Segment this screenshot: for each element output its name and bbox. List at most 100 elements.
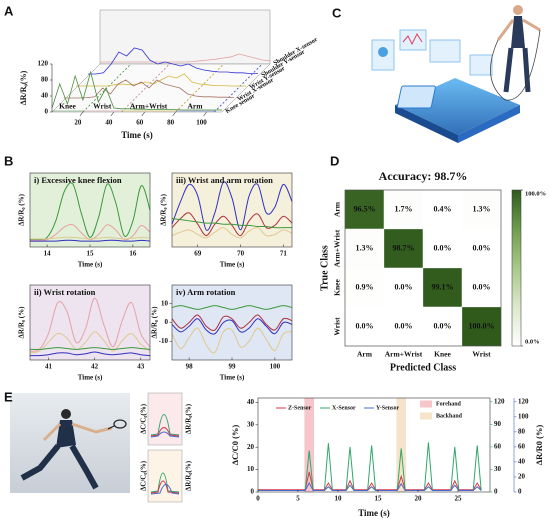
back-wall	[99, 9, 271, 65]
heatmap-cell	[422, 228, 463, 269]
y-tick-label: 100	[518, 412, 529, 420]
x-tick-label: Knee	[434, 350, 451, 359]
y-axis-label: ΔR/R₀ (%)	[160, 193, 168, 226]
panel-label: A	[4, 3, 14, 18]
x-axis-label: Time (s)	[358, 508, 390, 518]
heatmap-cell	[383, 306, 424, 347]
heatmap-cell	[344, 228, 385, 269]
x-axis-label: Time (s)	[220, 261, 245, 269]
x-tick	[203, 111, 207, 117]
series-line	[171, 314, 293, 331]
x-tick-label: 41	[45, 363, 53, 371]
series-line	[29, 351, 151, 357]
heatmap-cell	[422, 267, 463, 308]
y-tick-label: 0	[518, 488, 522, 496]
y-tick-label: 0	[251, 488, 255, 496]
heatmap-cell	[422, 306, 463, 347]
y-tick-label: Arm+Wrist	[333, 229, 342, 267]
legend-label: Z-Sensor	[288, 405, 312, 411]
x-tick-label: Arm+Wrist	[385, 350, 423, 359]
cell-label: 100.0%	[469, 321, 495, 330]
y-tick-label: 10	[161, 299, 169, 307]
y-tick-label: 120	[38, 60, 49, 68]
x-tick	[172, 111, 176, 117]
y-axis-label: ΔC/C0 (%)	[230, 425, 240, 466]
cell-label: 1.3%	[473, 204, 491, 213]
cell-label: 0.0%	[395, 282, 413, 291]
plot-background	[30, 173, 150, 247]
chart-title: iv) Arm rotation	[176, 287, 236, 297]
inset-left-label: ΔC/C₀(%)	[140, 460, 148, 491]
y-tick-label: 30	[247, 420, 255, 428]
y-tick-label: 20	[518, 473, 526, 481]
panel-label: B	[4, 153, 13, 168]
highlight	[304, 398, 314, 492]
y-axis-label: ΔR/R₀ (%)	[151, 306, 159, 339]
panel-label: E	[4, 389, 13, 404]
panel-label: D	[330, 153, 339, 168]
series-line	[30, 236, 151, 240]
y-tick-label: 0	[494, 488, 498, 496]
x-tick-label: 80	[167, 119, 175, 127]
series-line	[171, 327, 293, 354]
chart-title: ii) Wrist rotation	[34, 287, 96, 297]
x-tick	[141, 111, 145, 117]
highlight	[396, 398, 406, 492]
cell-label: 98.7%	[393, 243, 415, 252]
plot-frame	[344, 189, 502, 347]
line-chart: 0 5 10 15 20 25 Time (s) 0 10 20 30 40 0 30 60 90 120 0 20…	[247, 397, 529, 518]
line-chart: iii) Wrist and arm rotation 69 70 71 Time (s…	[171, 172, 293, 269]
legend-swatch	[420, 412, 432, 420]
heatmap-cell	[344, 267, 385, 308]
region-divider	[213, 63, 263, 113]
region-label: Arm+Wrist	[130, 102, 168, 111]
heatmap-cell	[383, 267, 424, 308]
region-band	[82, 110, 122, 112]
x-tick-label: 60	[136, 119, 144, 127]
x-axis-label: Time (s)	[220, 374, 245, 382]
y-tick-label: 40	[41, 92, 49, 100]
line-chart: ii) Wrist rotation 41 42 43 Time (s)	[29, 284, 151, 382]
y-tick-label: 60	[494, 442, 502, 450]
x-tick-label: 70	[237, 250, 245, 258]
legend-label: Backhand	[436, 413, 463, 419]
x-tick-label: 69	[194, 250, 202, 258]
x-axis-label: Time (s)	[78, 374, 103, 382]
region-band	[52, 110, 83, 112]
region-band	[175, 110, 215, 112]
chart-title: Accuracy: 98.7%	[379, 169, 468, 183]
series-line	[171, 218, 292, 229]
x-axis-label: Predicted Class	[390, 362, 456, 373]
cell-label: 96.5%	[354, 204, 376, 213]
cell-label: 0.9%	[356, 282, 374, 291]
legend-label: X-Sensor	[332, 405, 356, 411]
series-line	[51, 70, 222, 111]
inset-right-label: ΔR/R₀(%)	[185, 460, 193, 491]
series-line	[100, 53, 271, 63]
legend-label: Y-Sensor	[376, 405, 399, 411]
cell-label: 0.0%	[434, 243, 452, 252]
y-axis-label: True Class	[319, 245, 330, 291]
y-tick-label: 80	[41, 76, 49, 84]
heatmap-cell	[383, 228, 424, 269]
series-line	[258, 481, 482, 491]
panel-label: C	[332, 5, 342, 20]
y-tick-label: 80	[518, 427, 526, 435]
series-line	[29, 347, 151, 350]
series-line	[88, 47, 258, 75]
y-axis-label: ΔR/R₀ (%)	[18, 306, 26, 339]
heatmap-cell	[422, 189, 463, 230]
heatmap: Accuracy: 98.7% 96.5% 1.7% 0.4% 1.3% 1.3% 98.7…	[344, 169, 546, 373]
cell-label: 1.3%	[356, 243, 374, 252]
x-tick-label: 100	[196, 119, 207, 127]
series-line	[171, 305, 293, 310]
heatmap-cell	[461, 189, 502, 230]
x-tick-label: 43	[137, 363, 145, 371]
inset-right-label: ΔR/R₀(%)	[185, 403, 193, 434]
cell-label: 0.4%	[434, 204, 452, 213]
region-divider	[121, 63, 170, 113]
x-tick-label: 25	[455, 495, 463, 503]
chart-title: iii) Wrist and arm rotation	[176, 175, 273, 185]
region-label: Knee	[59, 102, 76, 111]
series-line	[171, 181, 293, 231]
